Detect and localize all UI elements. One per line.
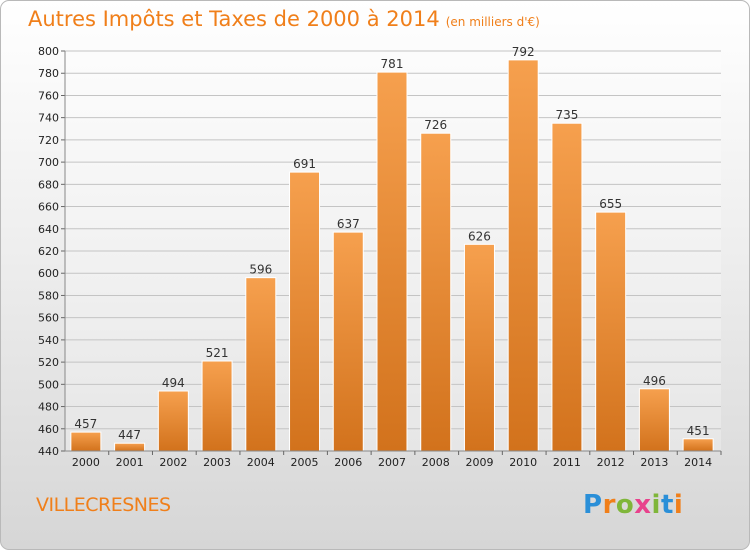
y-tick-label: 500 bbox=[38, 378, 59, 391]
chart-subtitle: (en milliers d'€) bbox=[445, 15, 540, 29]
y-tick-label: 720 bbox=[38, 134, 59, 147]
chart-title-text: Autres Impôts et Taxes de 2000 à 2014 bbox=[28, 7, 440, 31]
logo-letter: o bbox=[615, 490, 635, 520]
x-tick-label: 2003 bbox=[203, 456, 231, 469]
bar bbox=[507, 59, 539, 452]
logo-letter: P bbox=[583, 490, 603, 520]
y-tick-label: 760 bbox=[38, 89, 59, 102]
bar bbox=[682, 438, 714, 452]
x-tick-label: 2011 bbox=[553, 456, 581, 469]
y-tick-label: 640 bbox=[38, 223, 59, 236]
bar bbox=[245, 277, 277, 452]
y-tick-label: 800 bbox=[38, 45, 59, 58]
y-tick-label: 780 bbox=[38, 67, 59, 80]
x-tick-label: 2010 bbox=[509, 456, 537, 469]
bar bbox=[114, 442, 146, 452]
data-label: 637 bbox=[337, 217, 360, 231]
logo-letter: r bbox=[602, 490, 616, 520]
y-tick-label: 520 bbox=[38, 356, 59, 369]
bars: 457 447 494 521 596 691 637 781 726 626 792 735 655 4… bbox=[70, 45, 714, 452]
y-tick-label: 620 bbox=[38, 245, 59, 258]
data-label: 792 bbox=[512, 45, 535, 59]
y-tick-label: 480 bbox=[38, 401, 59, 414]
data-label: 451 bbox=[687, 424, 710, 438]
y-tick-label: 660 bbox=[38, 201, 59, 214]
bar bbox=[551, 122, 583, 452]
data-label: 691 bbox=[293, 157, 316, 171]
y-tick-label: 560 bbox=[38, 312, 59, 325]
x-tick-label: 2009 bbox=[465, 456, 493, 469]
y-axis: 440 460 480 500 520 540 560 580 600 620 640 660 680 7… bbox=[38, 45, 66, 458]
data-label: 735 bbox=[555, 108, 578, 122]
proxiti-logo[interactable]: Proxiti bbox=[583, 490, 683, 520]
data-label: 521 bbox=[206, 346, 229, 360]
bar bbox=[332, 231, 364, 452]
data-label: 494 bbox=[162, 376, 185, 390]
data-label: 726 bbox=[424, 118, 447, 132]
bar bbox=[289, 171, 321, 452]
x-tick-label: 2005 bbox=[291, 456, 319, 469]
data-label: 655 bbox=[599, 197, 622, 211]
logo-letter: i bbox=[673, 490, 684, 520]
bar bbox=[463, 243, 495, 452]
y-tick-label: 600 bbox=[38, 267, 59, 280]
data-label: 457 bbox=[74, 417, 97, 431]
y-tick-label: 740 bbox=[38, 112, 59, 125]
bar bbox=[70, 431, 102, 452]
bar bbox=[201, 360, 233, 452]
y-tick-label: 440 bbox=[38, 445, 59, 458]
x-tick-label: 2002 bbox=[159, 456, 187, 469]
x-tick-label: 2013 bbox=[640, 456, 668, 469]
data-label: 596 bbox=[249, 263, 272, 277]
logo-letter: i bbox=[651, 490, 661, 520]
y-tick-label: 700 bbox=[38, 156, 59, 169]
x-tick-label: 2004 bbox=[247, 456, 275, 469]
bar bbox=[595, 211, 627, 452]
data-label: 626 bbox=[468, 229, 491, 243]
bar bbox=[376, 71, 408, 452]
y-tick-label: 680 bbox=[38, 178, 59, 191]
data-label: 447 bbox=[118, 428, 141, 442]
x-tick-label: 2007 bbox=[378, 456, 406, 469]
y-tick-label: 540 bbox=[38, 334, 59, 347]
x-tick-label: 2006 bbox=[334, 456, 362, 469]
data-label: 496 bbox=[643, 374, 666, 388]
y-tick-label: 580 bbox=[38, 289, 59, 302]
logo-letter: x bbox=[634, 490, 652, 520]
bar bbox=[157, 390, 189, 452]
logo-letter: t bbox=[660, 490, 674, 520]
x-tick-label: 2012 bbox=[597, 456, 625, 469]
x-tick-label: 2014 bbox=[684, 456, 712, 469]
bar bbox=[638, 388, 670, 452]
bar bbox=[420, 132, 452, 452]
commune-name: VILLECRESNES bbox=[36, 494, 171, 516]
x-axis: 2000 2001 2002 2003 2004 2005 2006 2007 2008 2009… bbox=[65, 450, 722, 469]
y-tick-label: 460 bbox=[38, 423, 59, 436]
x-tick-label: 2001 bbox=[116, 456, 144, 469]
chart-title: Autres Impôts et Taxes de 2000 à 2014 (en… bbox=[28, 7, 540, 31]
x-tick-label: 2008 bbox=[422, 456, 450, 469]
data-label: 781 bbox=[381, 57, 404, 71]
x-tick-label: 2000 bbox=[72, 456, 100, 469]
